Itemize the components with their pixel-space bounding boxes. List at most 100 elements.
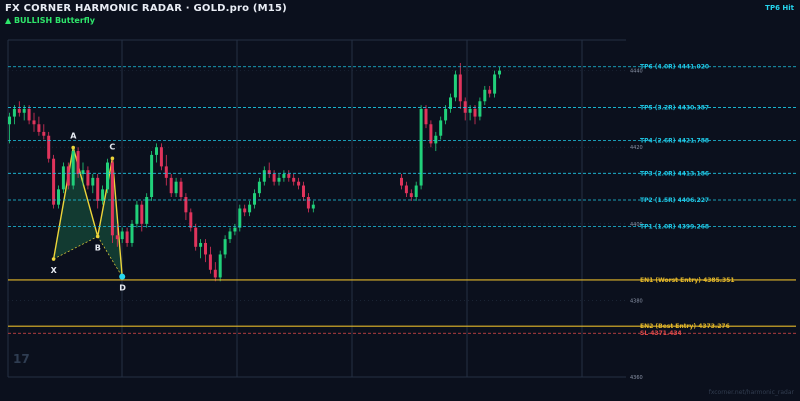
candle-body: [52, 158, 56, 205]
candle-body: [468, 108, 472, 113]
candle-body: [488, 89, 492, 94]
candle-body: [429, 124, 433, 144]
candle-body: [282, 174, 286, 178]
pattern-point-c: [110, 156, 115, 161]
candle-body: [76, 151, 80, 175]
candle-body: [272, 174, 276, 182]
candle-body: [8, 116, 11, 125]
pattern-label-x: X: [51, 266, 58, 275]
candle-body: [228, 231, 232, 240]
candle-body: [449, 97, 452, 109]
candle-body: [169, 177, 173, 194]
candle-body: [130, 223, 134, 243]
candle-body: [498, 70, 501, 75]
candle-body: [145, 197, 149, 224]
tp1-level-label: TP1 (1.0R) 4399.268: [640, 224, 709, 231]
candle-body: [248, 204, 252, 213]
tp2-level-label: TP2 (1.5R) 4406.227: [640, 197, 709, 204]
candle-body: [22, 108, 26, 113]
candle-body: [253, 193, 256, 205]
candle-body: [208, 254, 212, 270]
pattern-xab-fill: [53, 147, 98, 260]
candle-body: [106, 162, 109, 190]
pattern-point-b: [95, 234, 100, 239]
candle-body: [238, 208, 242, 228]
candle-body: [91, 177, 95, 186]
tp4-level-label: TP4 (2.6R) 4421.788: [640, 137, 709, 144]
en2-level-label: EN2 (Best Entry) 4373.276: [640, 323, 730, 330]
candle-body: [302, 185, 305, 198]
candle-body: [453, 74, 457, 98]
candle-body: [37, 124, 41, 132]
candle-body: [277, 177, 281, 182]
candle-body: [267, 170, 271, 175]
y-tick-label: 4420: [630, 145, 643, 151]
candle-body: [150, 154, 154, 198]
candle-body: [306, 197, 310, 209]
candle-body: [243, 208, 247, 213]
candle-body: [199, 242, 203, 247]
candle-body: [434, 135, 438, 144]
candle-body: [179, 181, 183, 198]
candle-body: [409, 193, 413, 198]
pattern-point-x: [51, 257, 56, 261]
y-tick-label: 4380: [630, 298, 643, 304]
candle-body: [400, 177, 403, 186]
tp-hit-badge: TP6 Hit: [765, 4, 794, 12]
candle-body: [12, 108, 16, 117]
footer-url: fxcorner.net/harmonic_radar: [708, 389, 794, 396]
tp6-level-label: TP6 (4.0R) 4441.020: [640, 64, 709, 71]
candle-body: [311, 204, 315, 209]
tp3-level-label: TP3 (2.0R) 4413.186: [640, 170, 709, 177]
candle-body: [42, 131, 46, 136]
candle-body: [463, 101, 467, 113]
tp5-level-label: TP5 (3.2R) 4430.387: [640, 104, 709, 111]
candle-body: [257, 181, 261, 194]
candle-body: [458, 74, 462, 102]
candle-body: [483, 89, 487, 102]
candle-body: [262, 170, 266, 182]
candle-body: [110, 162, 114, 236]
pattern-label-a: A: [70, 132, 77, 141]
candle-body: [140, 204, 144, 224]
chart-title: FX CORNER HARMONIC RADAR · GOLD.pro (M15…: [5, 3, 287, 14]
candle-body: [473, 108, 477, 117]
candle-body: [17, 108, 21, 113]
candle-body: [120, 231, 124, 240]
candle-body: [292, 177, 296, 182]
candle-body: [125, 231, 129, 243]
candle-body: [404, 185, 408, 194]
pattern-point-d: [119, 273, 126, 280]
candle-body: [86, 170, 90, 186]
candle-body: [66, 166, 70, 186]
pattern-xb-diagonal: [53, 236, 98, 260]
candle-body: [439, 120, 443, 136]
candle-body: [213, 269, 217, 278]
candle-body: [32, 120, 36, 125]
pattern-bcd-fill: [97, 158, 123, 277]
candle-body: [493, 74, 497, 94]
candle-body: [47, 135, 51, 159]
pattern-status: ▲ BULLISH Butterfly: [5, 16, 95, 25]
pattern-point-a: [71, 145, 75, 150]
candle-body: [61, 166, 65, 190]
y-tick-label: 4360: [630, 375, 643, 381]
candle-body: [189, 212, 193, 228]
candle-body: [419, 108, 423, 186]
candle-body: [96, 177, 100, 201]
candle-body: [478, 101, 482, 117]
candle-body: [135, 204, 139, 224]
candle-body: [115, 235, 119, 240]
candle-body: [101, 189, 105, 201]
candle-body: [444, 108, 448, 121]
candle-body: [287, 174, 291, 178]
pattern-label-b: B: [95, 243, 101, 252]
candle-body: [218, 254, 222, 278]
candle-body: [155, 147, 158, 155]
candle-body: [164, 166, 168, 178]
candle-body: [204, 242, 207, 255]
candle-body: [27, 108, 31, 121]
candle-body: [159, 147, 163, 167]
candle-body: [71, 151, 75, 186]
